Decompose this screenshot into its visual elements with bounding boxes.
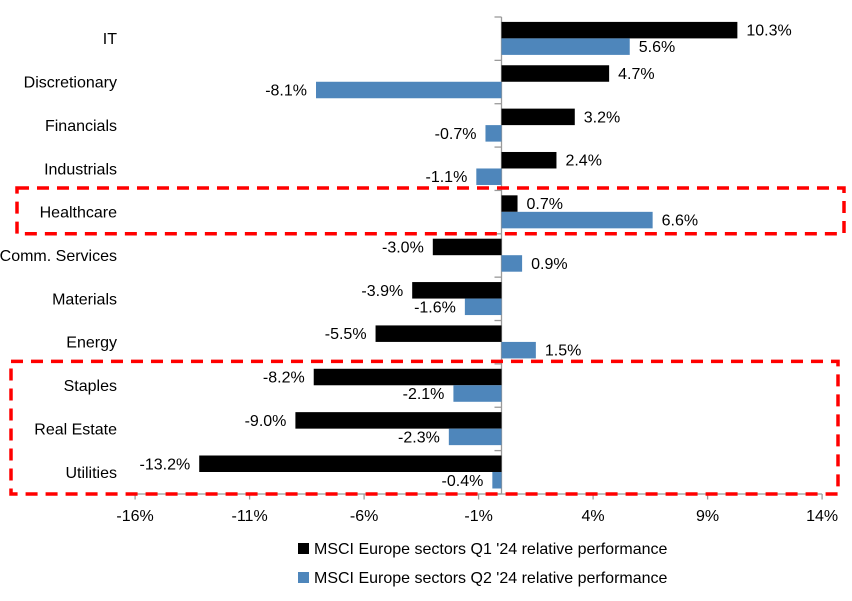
- x-tick-label: -1%: [464, 508, 492, 525]
- legend: MSCI Europe sectors Q1 '24 relative perf…: [298, 541, 668, 587]
- bar-q1-financials: [501, 108, 575, 126]
- bar-q1-discretionary: [501, 65, 610, 82]
- bar-q2-real-estate: [448, 428, 502, 446]
- bar-value-label-q1-discretionary: 4.7%: [618, 66, 654, 83]
- category-label-energy: Energy: [66, 335, 117, 352]
- bar-value-label-q2-comm-services: 0.9%: [531, 256, 567, 273]
- bar-value-label-q2-utilities: -0.4%: [442, 473, 484, 490]
- bar-q1-materials: [412, 282, 502, 299]
- highlight-boxes-layer: [9, 186, 846, 496]
- bar-q2-comm-services: [501, 255, 523, 272]
- bar-value-label-q2-real-estate: -2.3%: [398, 429, 440, 446]
- bar-q2-staples: [453, 385, 502, 402]
- category-label-healthcare: Healthcare: [40, 205, 117, 222]
- category-label-it: IT: [103, 31, 117, 48]
- category-label-utilities: Utilities: [65, 465, 117, 482]
- bar-value-label-q2-energy: 1.5%: [545, 343, 581, 360]
- bar-value-label-q1-it: 10.3%: [746, 23, 791, 40]
- bar-value-label-q2-financials: -0.7%: [435, 126, 477, 143]
- bar-value-label-q2-industrials: -1.1%: [426, 169, 468, 186]
- bar-value-label-q1-staples: -8.2%: [263, 370, 305, 387]
- bar-q1-healthcare: [501, 195, 518, 212]
- x-tick-label: 9%: [696, 508, 719, 525]
- bar-value-label-q2-discretionary: -8.1%: [265, 83, 307, 100]
- bar-q1-comm-services: [432, 238, 502, 256]
- bar-q2-materials: [464, 298, 502, 316]
- category-label-staples: Staples: [64, 378, 117, 395]
- x-tick-label: 4%: [582, 508, 605, 525]
- bar-q1-industrials: [501, 151, 557, 169]
- bar-q1-staples: [313, 368, 502, 386]
- bar-q2-healthcare: [501, 211, 653, 229]
- category-label-comm-services: Comm. Services: [0, 248, 117, 265]
- bar-value-label-q1-materials: -3.9%: [361, 283, 403, 300]
- bar-q2-energy: [501, 341, 536, 359]
- bar-q1-energy: [375, 325, 502, 342]
- bar-value-label-q1-utilities: -13.2%: [140, 456, 191, 473]
- bar-q2-it: [501, 38, 630, 55]
- legend-swatch-q2: [298, 572, 309, 583]
- x-tick-label: -11%: [232, 508, 268, 525]
- category-label-discretionary: Discretionary: [24, 75, 117, 92]
- bar-q1-it: [501, 21, 738, 39]
- bar-q2-utilities: [492, 472, 502, 489]
- bar-q2-financials: [485, 125, 502, 142]
- bar-value-label-q1-energy: -5.5%: [325, 326, 367, 343]
- data-labels-layer: IT 10.3% 5.6% Discretionary 4.7% -8.1% Financi…: [0, 23, 792, 490]
- legend-swatch-q1: [298, 543, 309, 554]
- legend-label-q2: MSCI Europe sectors Q2 '24 relative perf…: [314, 570, 668, 587]
- category-label-industrials: Industrials: [44, 161, 117, 178]
- x-tick-label: -6%: [350, 508, 378, 525]
- category-label-financials: Financials: [45, 118, 117, 135]
- bar-q2-industrials: [476, 168, 502, 185]
- bar-value-label-q2-staples: -2.1%: [403, 386, 445, 403]
- x-tick-label: 14%: [806, 508, 838, 525]
- bar-value-label-q1-industrials: 2.4%: [565, 153, 601, 170]
- x-tick-label: -16%: [116, 508, 153, 525]
- bars-layer: [199, 21, 738, 489]
- bar-value-label-q1-financials: 3.2%: [584, 109, 620, 126]
- legend-label-q1: MSCI Europe sectors Q1 '24 relative perf…: [314, 541, 668, 558]
- bar-q1-utilities: [199, 455, 502, 472]
- healthcare-highlight: [15, 186, 846, 236]
- bar-value-label-q1-healthcare: 0.7%: [527, 196, 563, 213]
- bar-value-label-q2-materials: -1.6%: [414, 299, 456, 316]
- bar-value-label-q1-comm-services: -3.0%: [382, 239, 424, 256]
- bar-q1-real-estate: [295, 412, 502, 429]
- bar-q2-discretionary: [316, 81, 502, 99]
- category-label-materials: Materials: [52, 291, 117, 308]
- bar-value-label-q2-healthcare: 6.6%: [662, 213, 698, 230]
- bar-value-label-q1-real-estate: -9.0%: [245, 413, 287, 430]
- category-label-real-estate: Real Estate: [34, 421, 117, 438]
- bar-value-label-q2-it: 5.6%: [639, 39, 675, 56]
